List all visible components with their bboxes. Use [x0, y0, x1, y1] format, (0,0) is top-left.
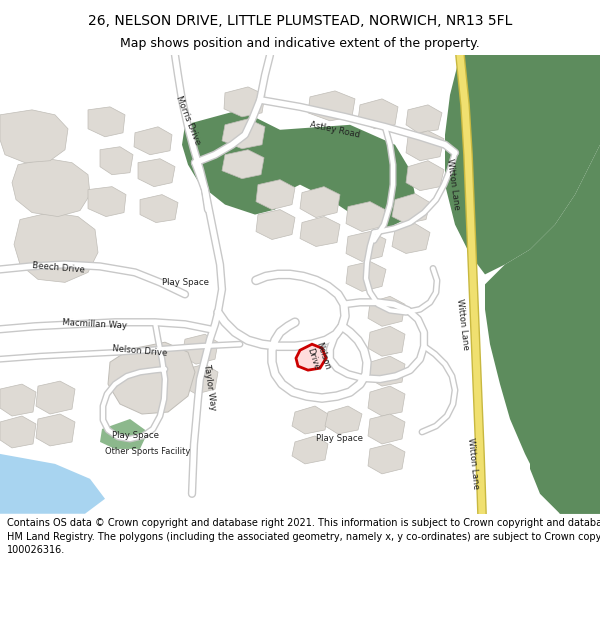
Text: 26, NELSON DRIVE, LITTLE PLUMSTEAD, NORWICH, NR13 5FL: 26, NELSON DRIVE, LITTLE PLUMSTEAD, NORW… — [88, 14, 512, 28]
Text: Astley Road: Astley Road — [309, 120, 361, 139]
Text: Beech Drive: Beech Drive — [31, 261, 85, 274]
Polygon shape — [292, 406, 328, 434]
Polygon shape — [256, 209, 295, 239]
Text: Play Space: Play Space — [112, 431, 158, 441]
Text: Play Space: Play Space — [317, 434, 364, 444]
Polygon shape — [346, 261, 386, 291]
Polygon shape — [138, 159, 175, 187]
Polygon shape — [368, 296, 405, 326]
Text: Witton Lane: Witton Lane — [455, 298, 470, 351]
Polygon shape — [300, 187, 340, 218]
Polygon shape — [368, 444, 405, 474]
Text: Witton Lane: Witton Lane — [466, 438, 480, 490]
Polygon shape — [140, 194, 178, 222]
Polygon shape — [406, 131, 444, 161]
Polygon shape — [368, 386, 405, 416]
Polygon shape — [296, 344, 326, 370]
Polygon shape — [182, 364, 218, 394]
Text: Play Space: Play Space — [161, 278, 209, 287]
Text: Macmillan Way: Macmillan Way — [62, 318, 128, 331]
Polygon shape — [368, 414, 405, 444]
Polygon shape — [0, 110, 68, 162]
Text: Map shows position and indicative extent of the property.: Map shows position and indicative extent… — [120, 38, 480, 51]
Polygon shape — [108, 342, 195, 414]
Polygon shape — [182, 110, 295, 214]
Polygon shape — [0, 454, 105, 514]
Polygon shape — [36, 414, 75, 446]
Text: Nelson
Drive: Nelson Drive — [304, 341, 332, 374]
Polygon shape — [346, 231, 386, 261]
Polygon shape — [14, 213, 98, 282]
Text: Contains OS data © Crown copyright and database right 2021. This information is : Contains OS data © Crown copyright and d… — [7, 518, 600, 556]
Polygon shape — [275, 125, 415, 229]
Polygon shape — [100, 419, 148, 449]
Polygon shape — [222, 150, 264, 179]
Polygon shape — [0, 384, 36, 416]
Polygon shape — [88, 107, 125, 137]
Polygon shape — [308, 91, 355, 121]
Text: Nelson Drive: Nelson Drive — [112, 344, 168, 358]
Polygon shape — [406, 161, 444, 191]
Polygon shape — [392, 194, 430, 224]
Polygon shape — [0, 416, 36, 448]
Polygon shape — [88, 187, 126, 216]
Polygon shape — [325, 406, 362, 434]
Polygon shape — [100, 147, 133, 174]
Polygon shape — [368, 326, 405, 356]
Polygon shape — [182, 334, 218, 364]
Polygon shape — [346, 202, 385, 231]
Polygon shape — [358, 99, 398, 129]
Polygon shape — [222, 119, 265, 149]
Text: Morris Drive: Morris Drive — [174, 94, 202, 146]
Polygon shape — [292, 436, 328, 464]
Text: Taylor Way: Taylor Way — [202, 364, 218, 411]
Polygon shape — [12, 159, 90, 216]
Text: Other Sports Facility: Other Sports Facility — [106, 448, 191, 456]
Polygon shape — [530, 414, 600, 514]
Polygon shape — [134, 127, 172, 155]
Polygon shape — [256, 179, 295, 209]
Polygon shape — [406, 105, 442, 132]
Polygon shape — [485, 145, 600, 514]
Polygon shape — [224, 87, 265, 117]
Text: Witton Lane: Witton Lane — [445, 158, 461, 211]
Polygon shape — [300, 216, 340, 246]
Polygon shape — [445, 55, 600, 274]
Polygon shape — [368, 356, 405, 386]
Polygon shape — [392, 224, 430, 254]
Polygon shape — [36, 381, 75, 414]
